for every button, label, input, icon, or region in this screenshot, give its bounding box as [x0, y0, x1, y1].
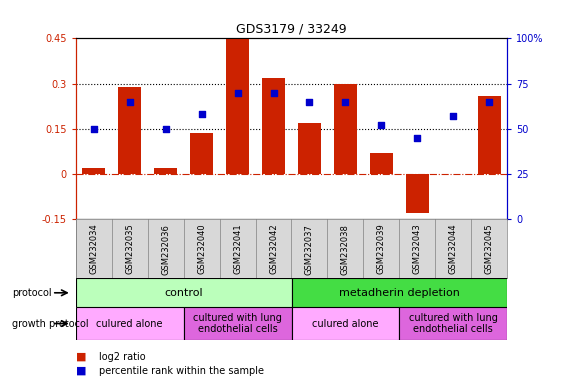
- Point: [413, 135, 422, 141]
- Text: GSM232036: GSM232036: [161, 223, 170, 275]
- Bar: [399, 307, 507, 340]
- Text: cultured with lung
endothelial cells: cultured with lung endothelial cells: [193, 313, 282, 334]
- Text: metadherin depletion: metadherin depletion: [339, 288, 460, 298]
- Text: GSM232043: GSM232043: [413, 223, 422, 275]
- Text: GSM232041: GSM232041: [233, 223, 242, 274]
- Point: [377, 122, 386, 128]
- Bar: [76, 307, 184, 340]
- Point: [161, 126, 170, 132]
- Bar: [292, 307, 399, 340]
- Bar: [477, 96, 501, 174]
- Bar: [118, 86, 142, 174]
- Point: [340, 98, 350, 104]
- Text: GSM232044: GSM232044: [449, 223, 458, 274]
- Point: [305, 98, 314, 104]
- Bar: [262, 78, 285, 174]
- Text: GSM232034: GSM232034: [89, 223, 99, 275]
- Point: [484, 98, 494, 104]
- Text: GSM232037: GSM232037: [305, 223, 314, 275]
- Bar: [370, 153, 393, 174]
- Text: GSM232039: GSM232039: [377, 223, 386, 275]
- Bar: [184, 307, 292, 340]
- Point: [233, 89, 242, 96]
- Text: protocol: protocol: [12, 288, 51, 298]
- Text: ■: ■: [76, 352, 86, 362]
- Bar: [292, 278, 507, 307]
- Point: [197, 111, 206, 117]
- Bar: [154, 168, 177, 174]
- Bar: [226, 35, 250, 174]
- Point: [89, 126, 99, 132]
- Text: culured alone: culured alone: [312, 318, 379, 329]
- Bar: [406, 174, 429, 213]
- Point: [448, 113, 458, 119]
- Text: GSM232042: GSM232042: [269, 223, 278, 274]
- Text: culured alone: culured alone: [96, 318, 163, 329]
- Title: GDS3179 / 33249: GDS3179 / 33249: [236, 23, 347, 36]
- Bar: [298, 122, 321, 174]
- Bar: [76, 278, 292, 307]
- Text: GSM232045: GSM232045: [484, 223, 494, 274]
- Text: GSM232040: GSM232040: [197, 223, 206, 274]
- Text: cultured with lung
endothelial cells: cultured with lung endothelial cells: [409, 313, 498, 334]
- Text: ■: ■: [76, 366, 86, 376]
- Point: [125, 98, 134, 104]
- Text: log2 ratio: log2 ratio: [99, 352, 146, 362]
- Bar: [82, 168, 106, 174]
- Text: control: control: [164, 288, 203, 298]
- Text: percentile rank within the sample: percentile rank within the sample: [99, 366, 264, 376]
- Point: [269, 89, 278, 96]
- Bar: [333, 84, 357, 174]
- Text: growth protocol: growth protocol: [12, 318, 88, 329]
- Bar: [190, 133, 213, 174]
- Text: GSM232038: GSM232038: [341, 223, 350, 275]
- Text: GSM232035: GSM232035: [125, 223, 134, 275]
